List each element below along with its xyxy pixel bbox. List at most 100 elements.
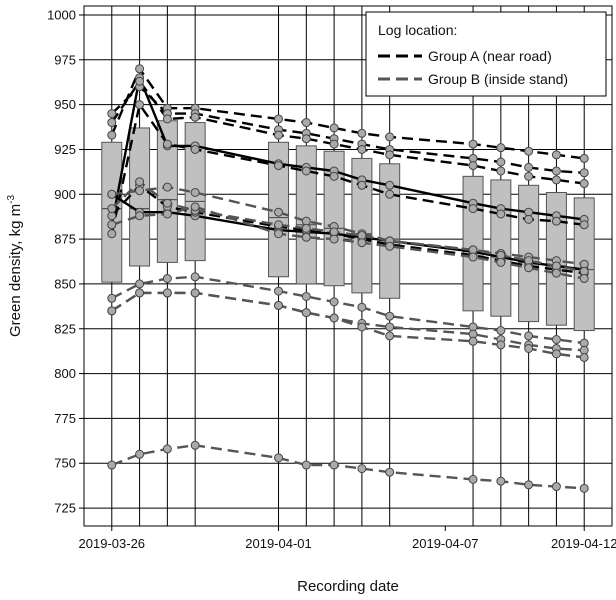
series-line-group-b	[111, 291, 585, 352]
data-point	[274, 114, 284, 124]
y-tick-label: 875	[54, 232, 76, 247]
series-line-group-a	[110, 103, 585, 234]
legend: Log location: Group A (near road) Group …	[365, 11, 607, 97]
data-point	[107, 118, 117, 128]
y-axis-label-text: Green density, kg m	[7, 204, 24, 337]
data-point	[551, 216, 561, 226]
data-point	[524, 263, 534, 273]
data-point	[135, 100, 145, 110]
data-point	[468, 252, 478, 262]
y-axis-label: Green density, kg m-3	[6, 195, 24, 337]
y-tick-label: 1000	[47, 7, 76, 22]
data-point	[524, 162, 534, 172]
data-point	[551, 349, 561, 359]
data-point	[579, 153, 589, 163]
data-point	[162, 274, 172, 284]
data-point	[329, 171, 339, 181]
data-point	[385, 189, 395, 199]
data-point	[301, 291, 311, 301]
data-point	[329, 139, 339, 149]
data-point	[301, 118, 311, 128]
series-line-group-a	[110, 67, 585, 160]
box-iqr	[129, 127, 151, 267]
y-tick-label: 825	[54, 321, 76, 336]
data-point	[107, 220, 117, 230]
x-tick-label: 2019-04-07	[412, 536, 479, 551]
box-iqr	[323, 150, 345, 287]
data-point	[524, 480, 534, 490]
data-point	[579, 483, 589, 493]
data-point	[135, 279, 145, 289]
series-line-group-a	[110, 80, 585, 185]
data-point	[190, 112, 200, 122]
y-tick-label: 775	[54, 411, 76, 426]
y-tick-label: 925	[54, 142, 76, 157]
data-point	[551, 482, 561, 492]
data-point	[329, 460, 339, 470]
data-point	[301, 223, 311, 233]
box-iqr	[490, 179, 512, 317]
data-point	[551, 268, 561, 278]
data-point	[190, 288, 200, 298]
y-tick-label: 750	[54, 456, 76, 471]
data-point	[496, 257, 506, 267]
data-point	[329, 313, 339, 323]
plot-frame	[83, 5, 613, 527]
data-point	[468, 336, 478, 346]
data-point	[551, 166, 561, 176]
y-tick-label: 800	[54, 366, 76, 381]
data-point	[301, 460, 311, 470]
data-point	[107, 293, 117, 303]
data-point	[135, 177, 145, 187]
data-point	[357, 322, 367, 332]
box-iqr	[379, 163, 401, 299]
x-axis-label: Recording date	[297, 578, 399, 595]
data-point	[107, 460, 117, 470]
series-line-group-b	[111, 444, 585, 490]
legend-label-group-a: Group A (near road)	[428, 48, 552, 64]
data-point	[274, 220, 284, 230]
data-point	[190, 440, 200, 450]
box-iqr	[351, 157, 373, 294]
x-tick-label: 2019-03-26	[79, 536, 146, 551]
data-point	[274, 453, 284, 463]
data-point	[496, 340, 506, 350]
series-line-group-a	[111, 193, 585, 271]
data-point	[301, 232, 311, 242]
data-point	[385, 311, 395, 321]
box-plots	[101, 120, 595, 332]
data-point	[579, 352, 589, 362]
data-point	[468, 161, 478, 171]
data-point	[107, 109, 117, 119]
data-point	[135, 449, 145, 459]
data-point	[496, 476, 506, 486]
y-tick-label: 950	[54, 97, 76, 112]
data-point	[135, 288, 145, 298]
x-tick-label: 2019-04-01	[245, 536, 312, 551]
data-point	[107, 130, 117, 140]
y-axis-label-superscript: -3	[6, 195, 17, 204]
data-point	[496, 166, 506, 176]
data-point	[357, 144, 367, 154]
data-point	[385, 467, 395, 477]
data-point	[496, 143, 506, 153]
axis-ticks: 725 750 775 800 825 850 875 900 925 950 975 1000 201…	[47, 7, 616, 551]
box-iqr	[295, 145, 317, 285]
data-point	[357, 128, 367, 138]
y-tick-label: 900	[54, 187, 76, 202]
data-points	[107, 64, 589, 493]
x-tick-label: 2019-04-12	[551, 536, 616, 551]
data-point	[162, 114, 172, 124]
data-point	[496, 157, 506, 167]
data-point	[107, 306, 117, 316]
y-tick-label: 975	[54, 52, 76, 67]
data-point	[107, 229, 117, 239]
series-line-group-a	[110, 76, 585, 226]
data-point	[190, 187, 200, 197]
data-point	[162, 444, 172, 454]
data-point	[162, 139, 172, 149]
data-point	[329, 234, 339, 244]
data-point	[190, 202, 200, 212]
data-point	[579, 220, 589, 230]
data-point	[524, 171, 534, 181]
